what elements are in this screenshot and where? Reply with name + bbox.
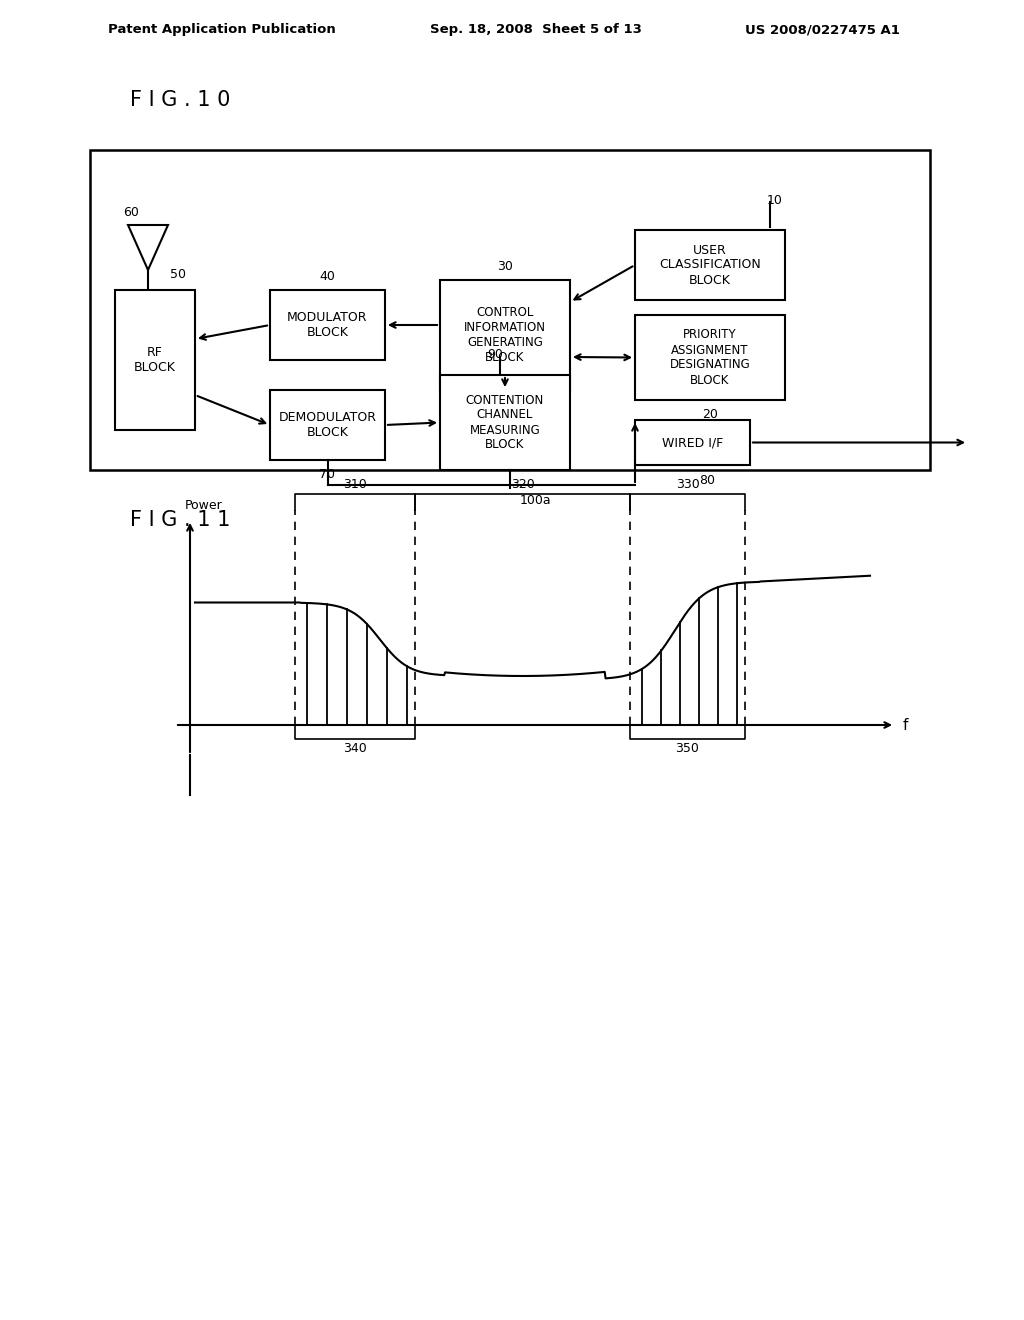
Text: USER
CLASSIFICATION
BLOCK: USER CLASSIFICATION BLOCK [659,243,761,286]
Bar [440,375,570,470]
Text: F I G . 1 0: F I G . 1 0 [130,90,230,110]
Text: 340: 340 [343,742,367,755]
Text: 70: 70 [319,469,336,482]
Text: 330: 330 [676,479,699,491]
Text: f: f [902,718,907,733]
Bar [635,230,785,300]
Text: 30: 30 [497,260,513,272]
Bar [440,280,570,389]
Text: US 2008/0227475 A1: US 2008/0227475 A1 [745,24,900,37]
Text: 80: 80 [699,474,716,487]
Text: 10: 10 [767,194,783,206]
Bar [90,150,930,470]
Text: Sep. 18, 2008  Sheet 5 of 13: Sep. 18, 2008 Sheet 5 of 13 [430,24,642,37]
Text: 90: 90 [487,348,503,362]
Text: 350: 350 [676,742,699,755]
Bar [635,420,750,465]
Text: CONTENTION
CHANNEL
MEASURING
BLOCK: CONTENTION CHANNEL MEASURING BLOCK [466,393,544,451]
Text: MODULATOR
BLOCK: MODULATOR BLOCK [288,312,368,339]
Text: F I G . 1 1: F I G . 1 1 [130,510,230,531]
Text: CONTROL
INFORMATION
GENERATING
BLOCK: CONTROL INFORMATION GENERATING BLOCK [464,306,546,364]
Text: 40: 40 [319,269,336,282]
Text: WIRED I/F: WIRED I/F [662,436,723,449]
Text: 310: 310 [343,479,367,491]
Text: Patent Application Publication: Patent Application Publication [108,24,336,37]
Text: 60: 60 [123,206,139,219]
Text: 100a: 100a [520,494,552,507]
Bar [270,290,385,360]
Text: 20: 20 [702,408,718,421]
Text: RF
BLOCK: RF BLOCK [134,346,176,374]
Bar [635,315,785,400]
Text: PRIORITY
ASSIGNMENT
DESIGNATING
BLOCK: PRIORITY ASSIGNMENT DESIGNATING BLOCK [670,329,751,387]
Text: DEMODULATOR
BLOCK: DEMODULATOR BLOCK [279,411,377,440]
Text: 50: 50 [170,268,186,281]
Bar [270,389,385,459]
Text: 320: 320 [511,479,535,491]
Text: Power: Power [185,499,223,512]
Bar [115,290,195,430]
